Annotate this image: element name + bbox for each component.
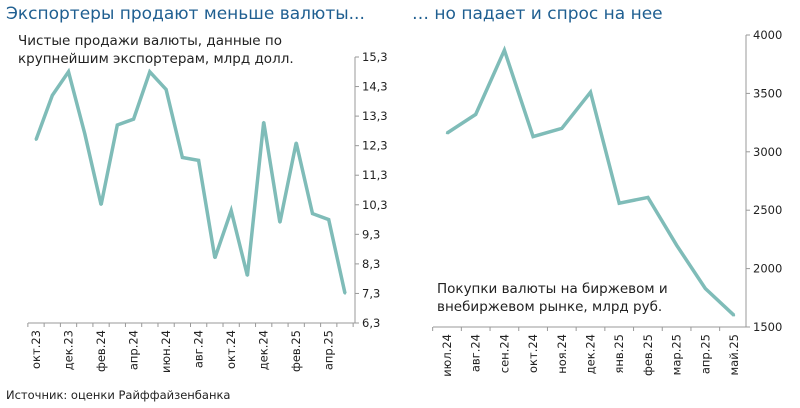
right-data-point	[474, 113, 477, 116]
right-x-tick-label: авг.24	[469, 334, 483, 372]
left-x-tick-label: авг.24	[192, 330, 206, 368]
left-y-tick-label: 11,3	[362, 168, 388, 182]
left-chart-heading: Экспортеры продают меньше валюты...	[6, 4, 365, 24]
left-chart-title-line-2: крупнейшим экспортерам, млрд долл.	[18, 51, 294, 67]
source-note: Источник: оценки Райффайзенбанка	[6, 388, 231, 402]
right-data-point	[704, 287, 707, 290]
left-y-tick-label: 6,3	[362, 316, 380, 330]
left-data-point	[99, 203, 103, 206]
left-x-tick-label: фев.24	[94, 330, 108, 372]
right-data-point	[618, 201, 621, 205]
right-x-tick-label: май.25	[727, 334, 741, 376]
left-y-tick-label: 15,3	[362, 50, 388, 64]
left-x-tick-label: фев.25	[289, 330, 303, 372]
left-chart-title: Чистые продажи валюты, данные по крупней…	[18, 32, 294, 68]
left-chart-title-line-1: Чистые продажи валюты, данные по	[18, 33, 282, 49]
right-x-tick-label: ноя.24	[555, 334, 569, 374]
left-x-tick-label: окт.24	[224, 330, 238, 369]
left-data-point	[116, 123, 119, 127]
left-data-point	[197, 159, 200, 162]
right-y-tick-label: 2500	[753, 203, 782, 217]
left-data-point	[246, 274, 249, 277]
right-x-tick-label: фев.25	[641, 334, 655, 376]
right-series-line	[446, 45, 736, 317]
left-y-tick-label: 7,3	[362, 286, 380, 300]
left-y-tick-label: 12,3	[362, 139, 388, 153]
right-data-point	[646, 196, 650, 199]
right-x-tick-label: сен.24	[497, 334, 511, 373]
left-y-tick-label: 9,3	[362, 227, 380, 241]
left-data-point	[262, 120, 265, 124]
right-data-point	[560, 127, 563, 130]
left-data-point	[164, 88, 168, 91]
right-x-tick-label: окт.24	[526, 334, 540, 373]
left-data-point	[229, 209, 233, 212]
left-x-tick-label: июн.24	[159, 330, 173, 373]
left-data-point	[278, 221, 282, 224]
right-data-point	[445, 131, 449, 135]
left-y-tick-label: 8,3	[362, 257, 380, 271]
right-chart-title-line-1: Покупки валюты на биржевом и	[437, 281, 668, 297]
left-data-point	[327, 218, 330, 221]
right-chart-title-line-2: внебиржевом рынке, млрд руб.	[437, 299, 663, 315]
right-data-point	[589, 91, 592, 94]
left-y-tick-label: 10,3	[362, 198, 388, 212]
right-chart-heading: … но падает и спрос на нее	[412, 4, 663, 24]
left-y-tick-label: 14,3	[362, 80, 388, 94]
right-x-tick-label: апр.25	[698, 334, 712, 374]
right-data-point	[503, 48, 506, 52]
left-x-tick-label: дек.23	[62, 330, 76, 370]
left-x-tick-label: дек.24	[257, 330, 271, 370]
right-x-tick-label: мар.25	[670, 334, 684, 375]
right-x-tick-label: янв.25	[612, 334, 626, 374]
right-y-tick-label: 1500	[753, 320, 782, 334]
right-x-tick-label: июл.24	[440, 334, 454, 377]
left-data-point	[295, 141, 298, 144]
left-data-point	[343, 292, 347, 295]
left-x-tick-label: окт.23	[29, 330, 43, 369]
right-y-tick-label: 3500	[753, 86, 782, 100]
right-data-point	[732, 314, 736, 317]
left-data-point	[132, 117, 135, 121]
left-series-line	[34, 67, 347, 294]
right-x-tick-label: дек.24	[584, 334, 598, 374]
left-data-point	[311, 212, 314, 215]
right-y-tick-label: 3000	[753, 145, 782, 159]
right-data-point	[675, 244, 678, 247]
right-data-point	[531, 135, 535, 138]
left-data-point	[148, 70, 152, 73]
left-y-tick-label: 13,3	[362, 109, 388, 123]
left-data-point	[83, 132, 86, 136]
left-data-point	[213, 256, 217, 260]
left-data-point	[181, 156, 184, 159]
right-chart-title: Покупки валюты на биржевом и внебиржевом…	[437, 280, 668, 316]
right-y-tick-label: 2000	[753, 262, 782, 276]
right-y-tick-label: 4000	[753, 28, 782, 42]
left-data-point	[51, 94, 54, 97]
left-data-point	[34, 138, 38, 141]
left-data-point	[67, 70, 70, 73]
left-x-tick-label: апр.25	[322, 330, 336, 370]
left-x-tick-label: апр.24	[127, 330, 141, 370]
